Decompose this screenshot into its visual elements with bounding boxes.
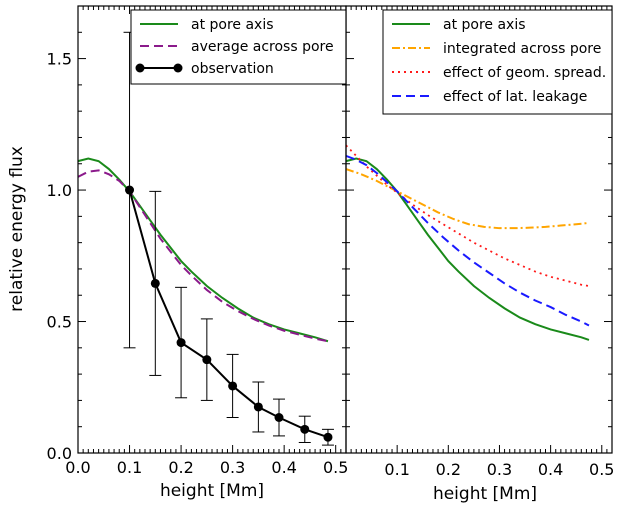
x-tick-label: 0.2 [436, 460, 461, 479]
legend-label: at pore axis [191, 17, 274, 33]
legend-label: average across pore [191, 39, 334, 55]
x-tick-label: 0.1 [117, 458, 142, 477]
x-tick-label: 0.3 [220, 458, 245, 477]
right-panel: 0.1 0.2 0.3 0.4 0.5 height [Mm] at pore axis… [345, 5, 614, 504]
left-panel: 0.0 0.1 0.2 0.3 0.4 0.5 0.0 0.5 1.0 1.5 height [M… [7, 5, 349, 501]
data-point [125, 185, 135, 195]
series-line [77, 157, 329, 343]
data-point [253, 402, 263, 412]
right-series-group [345, 144, 590, 341]
series-line [345, 144, 590, 287]
legend-label: observation [191, 61, 274, 77]
legend-marker [173, 63, 183, 73]
legend-marker [135, 63, 145, 73]
legend-label: effect of lat. leakage [443, 89, 587, 105]
x-tick-label: 0.2 [168, 458, 193, 477]
left-tick-labels: 0.0 0.1 0.2 0.3 0.4 0.5 0.0 0.5 1.0 1.5 [47, 50, 349, 477]
x-tick-label: 0.4 [538, 460, 563, 479]
data-point [202, 355, 212, 365]
series-line [77, 169, 329, 343]
x-tick-label: 0.5 [323, 458, 348, 477]
data-point [150, 278, 160, 288]
x-tick-label: 0.3 [487, 460, 512, 479]
x-tick-label: 0.0 [65, 458, 90, 477]
left-y-axis-label: relative energy flux [7, 146, 27, 312]
series-line [345, 168, 590, 230]
legend-label: effect of geom. spread. [443, 65, 606, 81]
right-legend: at pore axis integrated across pore effect… [382, 9, 613, 115]
series-line [128, 189, 329, 439]
x-tick-label: 0.4 [271, 458, 296, 477]
left-series-group [77, 31, 334, 446]
data-point [323, 432, 333, 442]
legend-label: at pore axis [443, 17, 526, 33]
right-x-axis-label: height [Mm] [433, 484, 537, 504]
left-legend: at pore axis average across pore observati… [130, 9, 347, 85]
data-point [274, 413, 284, 423]
left-x-axis-label: height [Mm] [160, 481, 264, 501]
y-tick-label: 0.0 [47, 444, 72, 463]
y-tick-label: 1.0 [47, 181, 72, 200]
y-tick-label: 0.5 [47, 313, 72, 332]
right-tick-labels: 0.1 0.2 0.3 0.4 0.5 [384, 460, 614, 479]
x-tick-label: 0.5 [589, 460, 614, 479]
legend-label: integrated across pore [443, 41, 601, 57]
series-line [345, 157, 590, 341]
data-point [228, 381, 238, 391]
series-line [345, 154, 590, 327]
data-point [176, 338, 186, 348]
data-point [300, 424, 310, 434]
right-plot-frame [345, 5, 613, 454]
x-tick-label: 0.1 [384, 460, 409, 479]
y-tick-label: 1.5 [47, 50, 72, 69]
